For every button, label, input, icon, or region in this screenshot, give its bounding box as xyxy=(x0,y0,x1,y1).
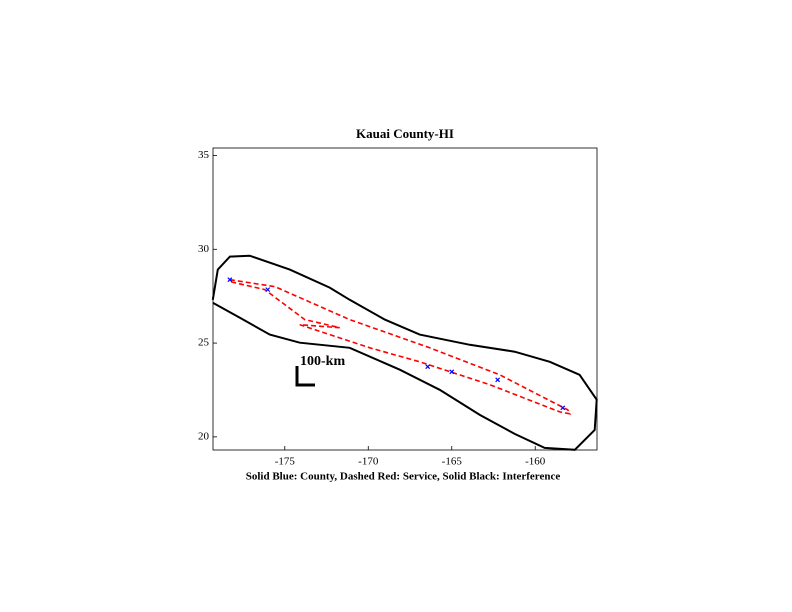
county-marker xyxy=(560,405,566,411)
chart-title: Kauai County-HI xyxy=(356,126,454,141)
county-marker xyxy=(449,369,455,375)
county-marker xyxy=(425,364,431,370)
x-tick-label: -165 xyxy=(442,456,463,468)
x-tick-label: -175 xyxy=(275,456,296,468)
interference-contour xyxy=(211,254,598,451)
plot-frame xyxy=(212,147,598,451)
county-marker xyxy=(265,287,271,293)
y-tick-label: 25 xyxy=(198,337,210,349)
y-tick-label: 35 xyxy=(198,149,210,161)
y-tick-label: 30 xyxy=(198,243,210,255)
scale-bar xyxy=(295,366,315,387)
service-contour xyxy=(229,278,572,415)
x-tick-label: -160 xyxy=(525,456,546,468)
x-tick-label: -170 xyxy=(358,456,379,468)
scale-label: 100-km xyxy=(300,354,345,369)
county-marker xyxy=(227,277,233,283)
county-marker xyxy=(495,377,501,383)
x-axis-label: Solid Blue: County, Dashed Red: Service,… xyxy=(246,471,561,483)
y-tick-label: 20 xyxy=(198,430,210,442)
